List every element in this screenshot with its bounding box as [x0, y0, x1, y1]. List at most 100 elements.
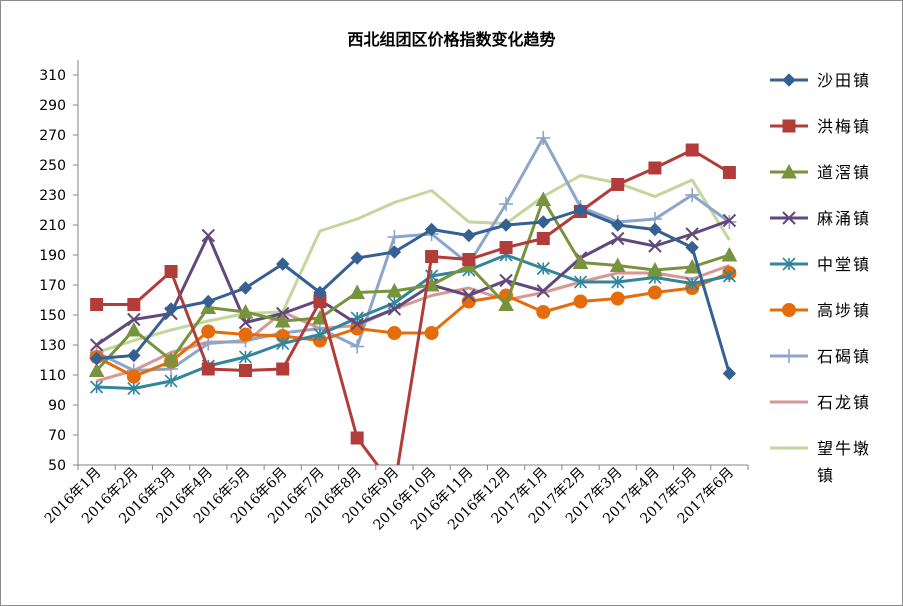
data-point	[462, 288, 476, 303]
legend-item: 麻涌镇	[770, 209, 871, 228]
data-point	[387, 230, 402, 244]
data-point	[386, 282, 403, 298]
data-point	[89, 351, 104, 366]
data-point	[350, 431, 364, 445]
data-point	[350, 317, 364, 331]
data-point	[313, 327, 327, 342]
data-point	[164, 374, 178, 388]
y-tick-label: 190	[39, 248, 66, 264]
data-point	[238, 350, 253, 364]
data-point	[611, 275, 625, 289]
data-point	[648, 161, 662, 175]
data-point	[685, 276, 699, 291]
data-point	[164, 302, 178, 316]
data-point	[499, 241, 513, 254]
data-point	[349, 284, 366, 299]
data-point	[536, 305, 551, 319]
data-point	[648, 239, 662, 253]
data-point	[90, 298, 104, 311]
data-point	[573, 294, 588, 309]
y-tick-label: 170	[39, 278, 66, 294]
y-tick-label: 50	[48, 458, 66, 474]
data-point	[536, 232, 550, 245]
data-point	[536, 215, 550, 229]
data-point	[387, 302, 402, 316]
data-point	[573, 275, 588, 289]
data-point	[648, 222, 662, 237]
data-point	[498, 296, 514, 311]
data-point	[274, 312, 291, 328]
legend-item: 石碣镇	[770, 347, 871, 366]
data-point	[313, 285, 327, 300]
data-point	[536, 284, 550, 298]
data-point	[90, 380, 104, 394]
data-point	[276, 336, 290, 351]
data-point	[722, 366, 737, 381]
data-point	[499, 218, 513, 232]
legend-label: 麻涌镇	[817, 209, 871, 228]
series-2	[90, 143, 736, 465]
legend-label: 石碣镇	[817, 347, 871, 366]
legend-item: 道滘镇	[770, 163, 871, 182]
data-point	[536, 261, 550, 276]
data-point	[722, 166, 736, 179]
data-point	[239, 364, 252, 377]
data-point	[201, 336, 216, 351]
data-point	[424, 222, 439, 237]
series-line	[95, 136, 731, 372]
legend-label: 洪梅镇	[817, 117, 871, 136]
y-tick-label: 210	[39, 218, 66, 234]
data-point	[499, 273, 513, 288]
data-point	[685, 227, 699, 241]
series-line	[95, 198, 730, 372]
series-6	[89, 266, 737, 384]
data-point	[535, 191, 552, 206]
legend-item: 洪梅镇	[770, 117, 871, 136]
data-point	[573, 203, 588, 217]
data-point	[276, 362, 290, 376]
data-point	[350, 251, 364, 265]
y-tick-label: 270	[39, 128, 66, 144]
y-tick-label: 230	[39, 188, 66, 204]
series-line	[96, 208, 731, 374]
data-point	[721, 246, 738, 262]
data-point	[611, 218, 625, 232]
data-point	[647, 261, 663, 277]
legend-label: 道滘镇	[817, 163, 871, 182]
data-point	[462, 253, 476, 266]
data-point	[201, 294, 215, 309]
legend-item: 高埗镇	[770, 301, 871, 320]
y-tick-label: 90	[48, 398, 66, 414]
data-point	[782, 211, 796, 225]
legend-item: 中堂镇	[770, 255, 871, 274]
data-point	[237, 303, 254, 319]
series-1	[89, 203, 737, 381]
legend-label: 高埗镇	[817, 301, 871, 320]
series-line	[96, 148, 731, 465]
data-point	[350, 339, 365, 354]
series-layer	[88, 131, 738, 465]
legend-label: 石龙镇	[817, 393, 871, 412]
data-point	[609, 257, 626, 272]
data-point	[201, 228, 215, 243]
data-point	[387, 326, 402, 340]
data-point	[499, 197, 514, 211]
data-point	[572, 254, 589, 269]
legend-label: 中堂镇	[817, 255, 871, 274]
legend-label: 沙田镇	[817, 71, 871, 90]
data-point	[782, 303, 796, 317]
data-point	[238, 327, 253, 342]
legend-label: 望牛墩	[817, 439, 871, 458]
data-point	[164, 265, 178, 278]
data-point	[127, 298, 141, 311]
data-point	[201, 362, 215, 376]
data-point	[462, 228, 476, 243]
data-point	[685, 188, 700, 202]
data-point	[387, 245, 402, 259]
data-point	[536, 131, 551, 145]
data-point	[610, 291, 625, 306]
